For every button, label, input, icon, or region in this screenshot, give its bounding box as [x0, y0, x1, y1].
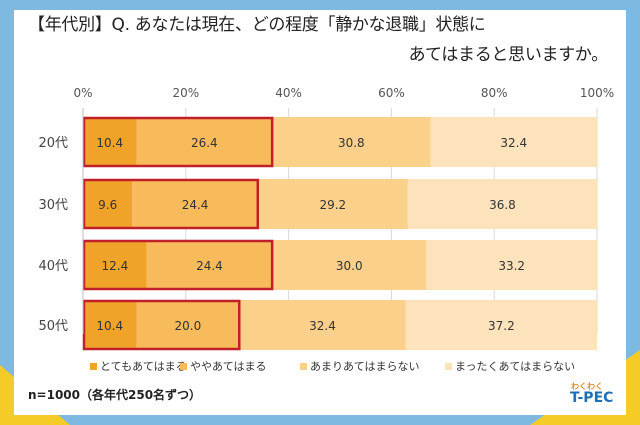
bar-segment: [136, 117, 273, 167]
legend-label: ややあてはまる: [190, 360, 267, 373]
x-tick-label: 100%: [580, 86, 614, 100]
data-label: 20.0: [174, 319, 201, 333]
x-tick-label: 60%: [378, 86, 405, 100]
logo: T-PEC: [570, 390, 614, 406]
legend-swatch: [445, 363, 452, 370]
data-label: 37.2: [488, 319, 515, 333]
bar-segment: [272, 117, 431, 167]
data-label: 29.2: [319, 198, 346, 212]
data-label: 10.4: [96, 319, 123, 333]
data-label: 33.2: [498, 259, 525, 273]
bar-segment: [136, 300, 240, 350]
chart-title-line1: 【年代別】Q. あなたは現在、どの程度「静かな退職」状態に: [28, 15, 486, 35]
bar-segment: [405, 300, 597, 350]
bar-segment: [132, 179, 258, 229]
bar-segment: [83, 179, 133, 229]
bar-segment: [407, 179, 597, 229]
category-label: 30代: [38, 198, 68, 213]
bar-segment: [83, 240, 147, 290]
data-label: 32.4: [309, 319, 336, 333]
legend-swatch: [180, 363, 187, 370]
legend-swatch: [300, 363, 307, 370]
bar-segment: [272, 240, 427, 290]
sample-size-note: n=1000（各年代250名ずつ）: [28, 388, 202, 402]
highlight-outline: [82, 239, 274, 291]
bar-segment: [83, 300, 137, 350]
category-label: 20代: [38, 136, 68, 151]
x-tick-label: 20%: [172, 86, 199, 100]
legend-swatch: [90, 363, 97, 370]
data-label: 26.4: [191, 136, 218, 150]
data-label: 12.4: [102, 259, 129, 273]
bar-segment: [83, 117, 137, 167]
legend-label: あまりあてはまらない: [310, 360, 420, 373]
x-tick-label: 80%: [481, 86, 508, 100]
data-label: 30.8: [338, 136, 365, 150]
x-tick-label: 0%: [73, 86, 92, 100]
data-label: 30.0: [336, 259, 363, 273]
x-tick-label: 40%: [275, 86, 302, 100]
bar-segment: [239, 300, 406, 350]
bar-segment: [146, 240, 273, 290]
data-label: 9.6: [98, 198, 117, 212]
category-label: 40代: [38, 259, 68, 274]
bar-segment: [430, 117, 597, 167]
logo-subtext: わくわく: [571, 382, 603, 391]
data-label: 24.4: [196, 259, 223, 273]
chart-title-line2: あてはまると思いますか。: [408, 45, 609, 65]
highlight-outline: [82, 116, 274, 168]
data-label: 32.4: [500, 136, 527, 150]
legend-label: まったくあてはまらない: [455, 360, 575, 373]
category-label: 50代: [38, 319, 68, 334]
bar-segment: [426, 240, 597, 290]
legend-label: とてもあてはまる: [100, 360, 187, 373]
data-label: 10.4: [96, 136, 123, 150]
data-label: 24.4: [182, 198, 209, 212]
bar-segment: [257, 179, 408, 229]
highlight-outline: [82, 299, 241, 351]
data-label: 36.8: [489, 198, 516, 212]
highlight-outline: [82, 178, 260, 230]
